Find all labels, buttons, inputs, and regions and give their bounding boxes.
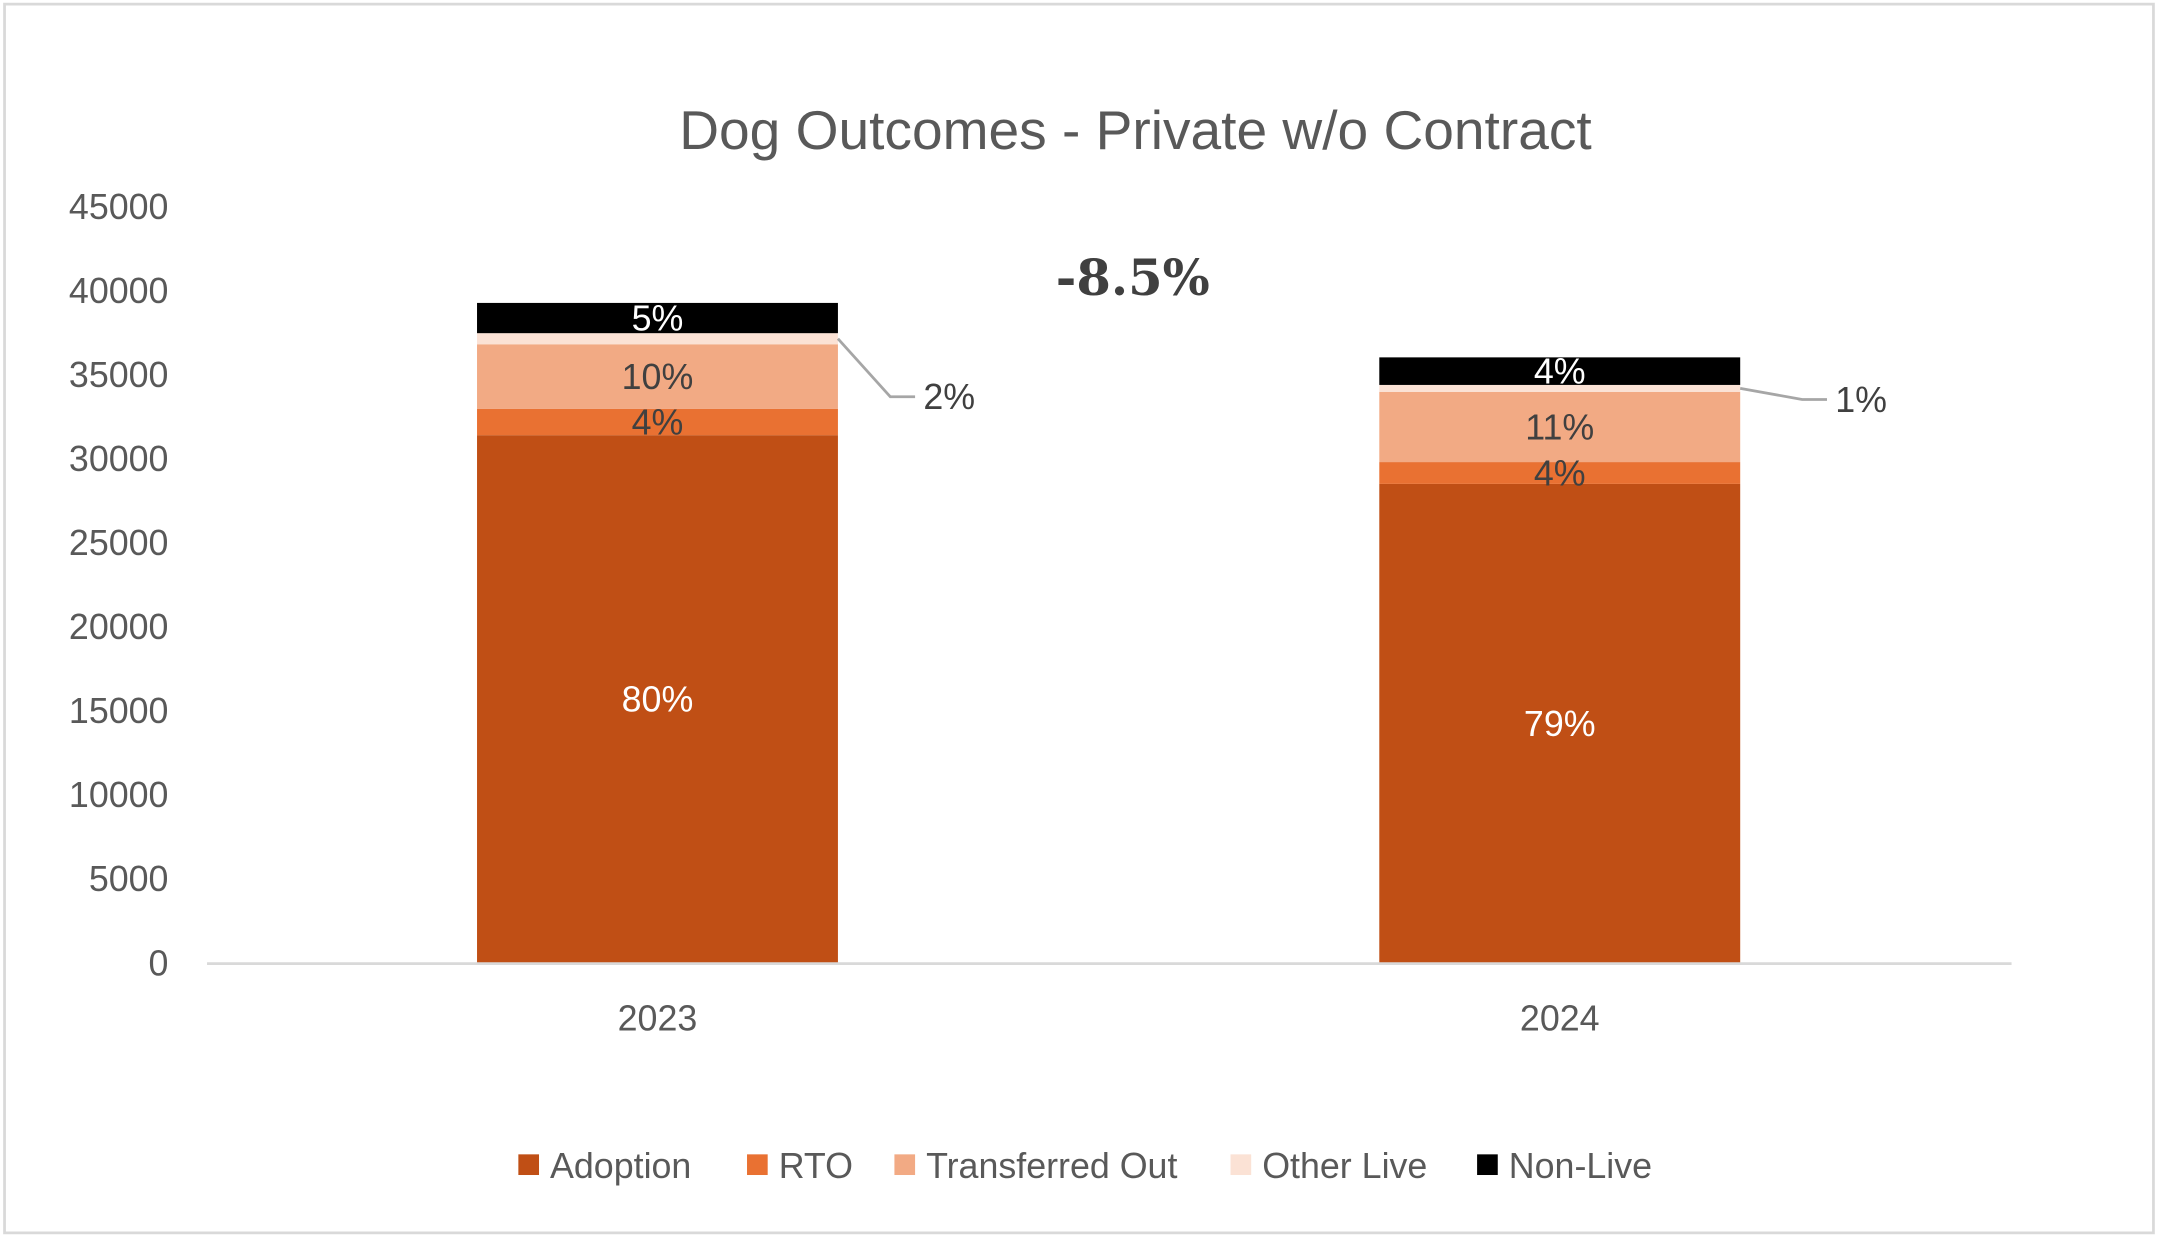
y-tick-label: 35000 <box>69 355 169 395</box>
callout-leader-line <box>1739 387 1827 401</box>
legend: Adoption RTO Transferred Out Other Live Non-… <box>518 1146 1652 1186</box>
chart-title: Dog Outcomes - Private w/o Contract <box>679 99 1591 161</box>
bar-segment-adoption <box>477 435 838 963</box>
x-tick-label: 2024 <box>1520 998 1600 1038</box>
y-tick-label: 45000 <box>69 187 169 227</box>
y-axis: 0 5000 10000 15000 20000 25000 30000 35000 40000… <box>69 187 169 983</box>
legend-label: Transferred Out <box>926 1146 1177 1186</box>
legend-swatch <box>518 1154 540 1176</box>
data-label: 5% <box>632 298 684 338</box>
change-annotation: -8.5% <box>1056 248 1210 307</box>
data-label: 11% <box>1525 407 1594 447</box>
bar-segment-other-live <box>1379 384 1741 392</box>
legend-item: RTO <box>747 1146 853 1186</box>
y-tick-label: 10000 <box>69 775 169 815</box>
y-tick-label: 25000 <box>69 523 169 563</box>
legend-label: RTO <box>779 1146 853 1186</box>
callout-leader-line <box>836 337 916 399</box>
data-label: 79% <box>1524 704 1596 744</box>
data-label: 2% <box>923 377 975 417</box>
legend-label: Other Live <box>1262 1146 1427 1186</box>
chart-border <box>3 2 2155 1235</box>
legend-item: Other Live <box>1230 1146 1427 1186</box>
y-tick-label: 40000 <box>69 271 169 311</box>
data-label: 4% <box>1534 453 1586 493</box>
y-tick-label: 15000 <box>69 691 169 731</box>
data-label: 4% <box>1534 352 1586 392</box>
bar-segment-rto <box>1379 462 1741 484</box>
legend-item: Non-Live <box>1477 1146 1652 1186</box>
legend-swatch <box>894 1154 916 1176</box>
data-label: 10% <box>622 357 694 397</box>
x-tick-label: 2023 <box>618 998 698 1038</box>
data-label: 80% <box>622 679 694 719</box>
bar-segment-rto <box>477 408 838 436</box>
x-axis: 2023 2024 <box>618 998 1600 1038</box>
bar-segment-transferred-out <box>477 344 838 409</box>
legend-label: Adoption <box>550 1146 691 1186</box>
legend-label: Non-Live <box>1509 1146 1652 1186</box>
data-label: 4% <box>632 402 684 442</box>
legend-item: Transferred Out <box>894 1146 1177 1186</box>
legend-swatch <box>1477 1154 1498 1176</box>
bar-segment-adoption <box>1379 483 1741 963</box>
y-tick-label: 0 <box>149 943 169 983</box>
legend-swatch <box>1230 1154 1252 1176</box>
data-label: 1% <box>1835 380 1887 420</box>
y-tick-label: 5000 <box>89 859 169 899</box>
bar-segment-non-live <box>1379 357 1741 385</box>
data-labels: 80% 4% 10% 2% 5% 79% 4% 11% 1% 4% <box>622 298 1887 743</box>
bar-segment-other-live <box>477 333 838 345</box>
bars <box>477 302 1741 963</box>
bar-segment-transferred-out <box>1379 391 1741 463</box>
legend-swatch <box>747 1154 768 1176</box>
y-tick-label: 20000 <box>69 607 169 647</box>
y-tick-label: 30000 <box>69 439 169 479</box>
legend-item: Adoption <box>518 1146 691 1186</box>
bar-segment-non-live <box>477 302 838 334</box>
